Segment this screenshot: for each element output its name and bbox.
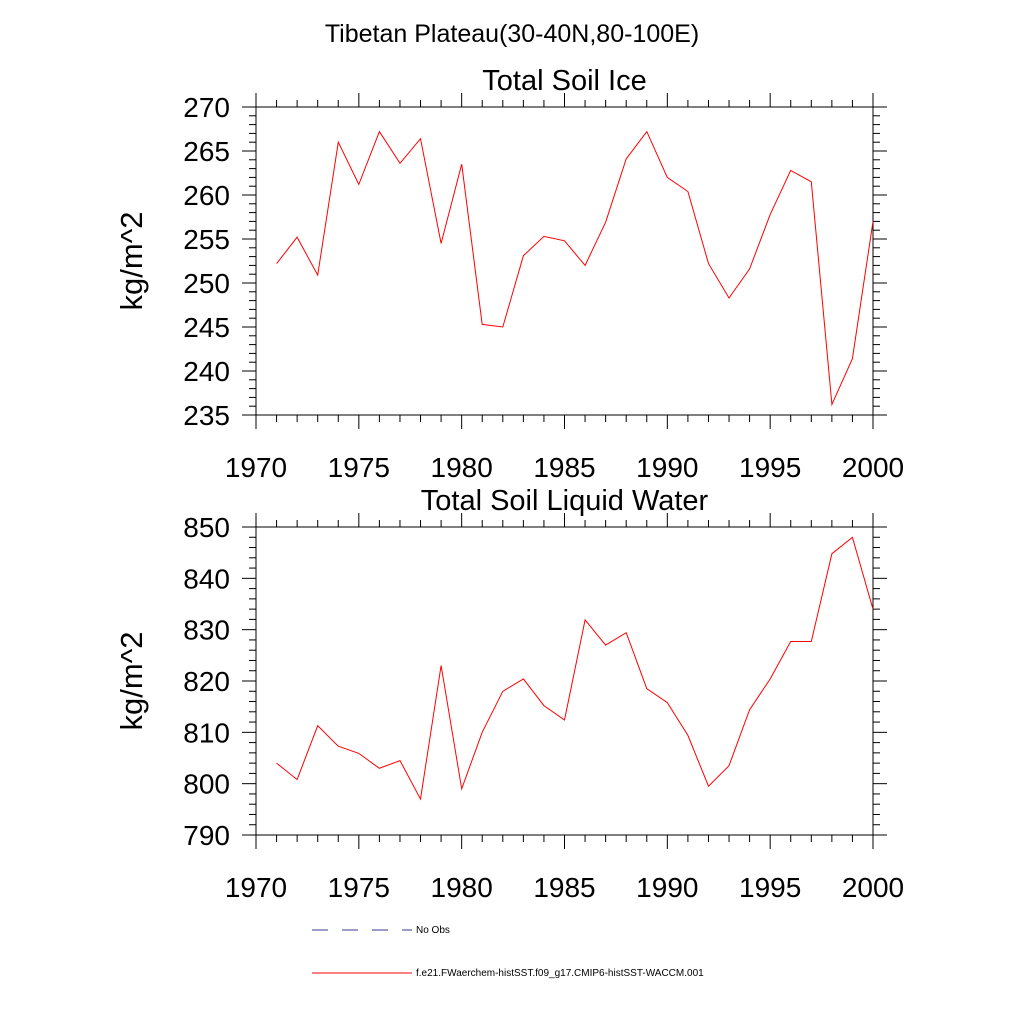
y-tick-label: 245 <box>183 312 230 343</box>
x-tick-label: 1980 <box>431 872 493 903</box>
x-tick-label: 1990 <box>636 452 698 483</box>
panel-soil-liquid-water: Total Soil Liquid Water kg/m^2 1970 1975 198… <box>114 485 904 903</box>
panel-soil-ice: Total Soil Ice kg/m^2 1970 1975 1980 1985 1990… <box>114 65 904 483</box>
y-tick-label: 810 <box>183 717 230 748</box>
x-tick-label: 1990 <box>636 872 698 903</box>
legend-label-no-obs: No Obs <box>416 925 450 936</box>
y-tick-label: 235 <box>183 400 230 431</box>
y-tick-label: 840 <box>183 563 230 594</box>
y-tick-label: 800 <box>183 769 230 800</box>
y-tick-label: 830 <box>183 615 230 646</box>
x-tick-label: 1970 <box>225 452 287 483</box>
y-tick-label: 255 <box>183 224 230 255</box>
x-tick-label: 1980 <box>431 452 493 483</box>
series-line <box>276 130 874 407</box>
y-tick-label: 265 <box>183 136 230 167</box>
legend: No Obs f.e21.FWaerchem-histSST.f09_g17.C… <box>312 925 704 979</box>
y-tick-label: 850 <box>183 512 230 543</box>
y-tick-label: 790 <box>183 820 230 851</box>
figure-suptitle: Tibetan Plateau(30-40N,80-100E) <box>325 20 699 48</box>
x-tick-label: 1970 <box>225 872 287 903</box>
y-tick-label: 270 <box>183 92 230 123</box>
x-tick-label: 1975 <box>328 452 390 483</box>
y-tick-label: 240 <box>183 356 230 387</box>
plot-frame <box>255 106 874 416</box>
y-axis-label: kg/m^2 <box>114 632 149 731</box>
y-tick-label: 260 <box>183 180 230 211</box>
x-tick-label: 1995 <box>739 452 801 483</box>
panel-title: Total Soil Ice <box>482 65 646 97</box>
y-tick-label: 820 <box>183 666 230 697</box>
y-axis-label: kg/m^2 <box>114 212 149 311</box>
plot-frame <box>255 526 874 836</box>
x-tick-label: 1995 <box>739 872 801 903</box>
x-tick-label: 2000 <box>842 452 904 483</box>
x-tick-label: 1975 <box>328 872 390 903</box>
legend-label-model: f.e21.FWaerchem-histSST.f09_g17.CMIP6-hi… <box>416 968 704 979</box>
panel-title: Total Soil Liquid Water <box>421 485 709 517</box>
x-tick-label: 1985 <box>533 872 595 903</box>
x-tick-label: 2000 <box>842 872 904 903</box>
x-tick-label: 1985 <box>533 452 595 483</box>
y-tick-label: 250 <box>183 268 230 299</box>
series-line <box>276 536 874 801</box>
